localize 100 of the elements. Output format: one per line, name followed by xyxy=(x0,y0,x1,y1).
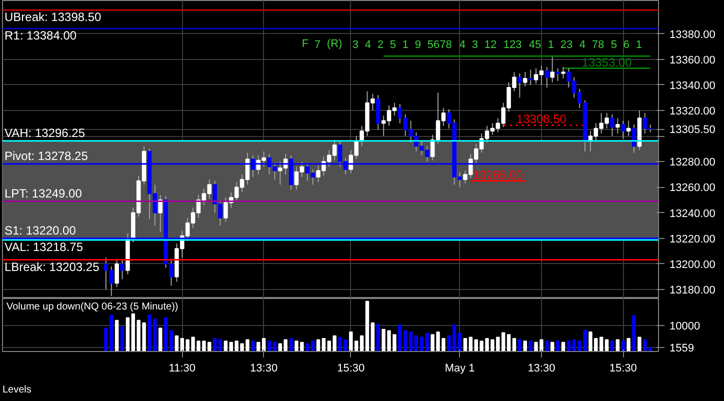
candlestick xyxy=(550,56,554,83)
annotation: 1 xyxy=(402,38,409,51)
annotation: 6 xyxy=(623,38,630,51)
candlestick xyxy=(158,194,163,232)
bar xyxy=(604,339,609,352)
candlestick xyxy=(610,114,614,137)
y-tick-label: 1559 xyxy=(670,342,694,354)
bar xyxy=(126,317,130,352)
candlestick xyxy=(544,66,550,88)
bar xyxy=(316,339,320,352)
bar xyxy=(626,338,630,352)
ref-line-label: LPT: 13249.00 xyxy=(4,186,82,200)
annotation: 1 xyxy=(636,38,642,51)
series-label: 13308.50 xyxy=(516,112,567,126)
bar xyxy=(616,339,620,352)
candlestick xyxy=(561,66,566,80)
annotation: 123 xyxy=(503,38,522,51)
bar xyxy=(224,340,228,352)
bar xyxy=(545,340,549,352)
annotation: 5 xyxy=(610,38,618,51)
y-tick-label: 13320.00 xyxy=(670,105,716,118)
y-tick-label: 13260.00 xyxy=(670,182,716,194)
y-tick-label: 13380.00 xyxy=(670,28,716,41)
bar xyxy=(174,335,179,352)
y-tick-label: 13360.00 xyxy=(670,54,716,66)
bar xyxy=(256,342,260,352)
bar xyxy=(376,324,380,352)
candlestick xyxy=(518,72,522,98)
candlestick xyxy=(556,68,560,82)
bar xyxy=(360,335,364,352)
x-tick-label: 13:30 xyxy=(250,362,278,374)
bar xyxy=(289,338,293,352)
y-tick-label: 13305.50 xyxy=(670,124,716,136)
bar xyxy=(414,335,418,352)
annotation: 4 xyxy=(579,38,586,51)
ref-line-label: VAH: 13296.25 xyxy=(4,126,86,140)
x-tick-label: 15:30 xyxy=(337,362,365,374)
bar xyxy=(251,340,255,352)
annotation: (R) xyxy=(326,38,342,50)
annotation: 5678 xyxy=(427,38,452,51)
bar xyxy=(114,320,119,352)
annotation: 2 xyxy=(377,38,384,51)
candlestick xyxy=(616,118,620,134)
bar xyxy=(463,338,468,352)
bar xyxy=(518,339,522,352)
x-tick-label: 11:30 xyxy=(168,362,196,374)
bar xyxy=(267,340,272,352)
bar xyxy=(164,317,168,352)
ref-line-label: UBreak: 13398.50 xyxy=(4,10,102,24)
series-label: 13353.00 xyxy=(582,55,632,70)
annotation: F xyxy=(302,38,309,50)
bar xyxy=(212,338,217,352)
bar xyxy=(408,332,413,352)
candlestick xyxy=(120,260,124,280)
ref-line-label: Pivot: 13278.25 xyxy=(4,148,88,163)
annotation: 45 xyxy=(528,38,542,51)
candlestick xyxy=(522,72,528,87)
bar xyxy=(425,332,429,352)
bar xyxy=(610,340,614,352)
bar xyxy=(561,342,566,352)
bar xyxy=(523,340,527,352)
bar xyxy=(370,322,375,352)
ref-line-label: R1: 13384.00 xyxy=(4,28,77,43)
bar xyxy=(158,328,162,352)
y-tick-label: 13280.00 xyxy=(670,156,716,169)
annotation: 1 xyxy=(548,38,554,51)
y-tick-label: 13240.00 xyxy=(670,208,716,220)
y-tick-label: 13220.00 xyxy=(670,233,716,246)
bar xyxy=(556,340,560,352)
bar xyxy=(365,300,370,352)
text: Levels xyxy=(2,384,32,396)
y-tick-label: 13180.00 xyxy=(670,284,716,297)
annotation: 7 xyxy=(314,38,321,51)
y-tick-label: 10000 xyxy=(670,320,700,333)
chart-title: Volume up down(NQ 06-23 (5 Minute)) xyxy=(6,302,178,312)
candlestick xyxy=(626,120,631,137)
bar xyxy=(632,315,636,352)
bar xyxy=(550,342,554,352)
annotation: 5 xyxy=(390,38,396,51)
annotation: 4 xyxy=(459,38,466,51)
bar xyxy=(310,340,315,352)
bar xyxy=(506,334,511,352)
bar xyxy=(528,340,532,352)
ref-line-label: LBreak: 13203.25 xyxy=(4,260,100,274)
bar xyxy=(566,340,571,352)
bar xyxy=(120,326,124,352)
x-tick-label: 13:30 xyxy=(528,362,556,374)
bar xyxy=(169,330,174,352)
annotation: 3 xyxy=(352,38,359,51)
candlestick xyxy=(114,258,119,288)
annotation: 12 xyxy=(484,38,497,51)
bar xyxy=(458,332,462,352)
candlestick xyxy=(528,69,533,86)
bar xyxy=(306,343,310,352)
x-tick-label: May 1 xyxy=(444,362,475,374)
bar xyxy=(512,338,516,352)
x-tick-label: 15:30 xyxy=(609,362,637,374)
bar xyxy=(218,339,222,352)
bar xyxy=(468,336,473,352)
annotation: 78 xyxy=(592,38,604,51)
